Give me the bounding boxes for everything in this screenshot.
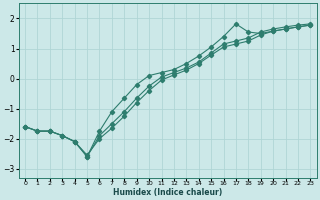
X-axis label: Humidex (Indice chaleur): Humidex (Indice chaleur) (113, 188, 222, 197)
